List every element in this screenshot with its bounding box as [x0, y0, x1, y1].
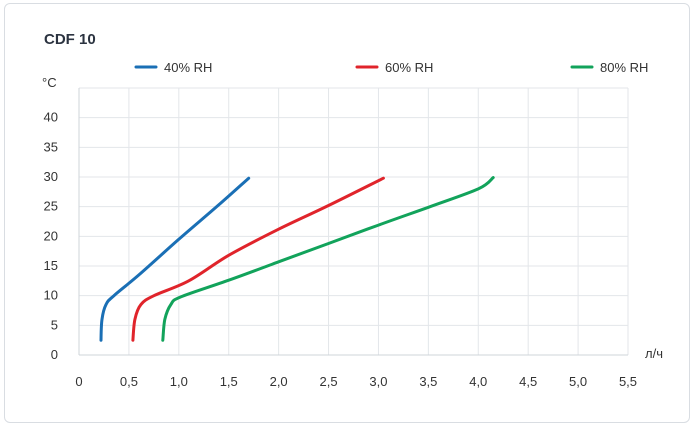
x-tick-label: 3,5	[419, 374, 437, 389]
legend-label: 60% RH	[385, 60, 433, 75]
y-tick-label: 5	[51, 317, 58, 332]
y-tick-label: 25	[44, 199, 58, 214]
chart-title: CDF 10	[44, 31, 96, 48]
x-tick-label: 4,5	[519, 374, 537, 389]
x-tick-label: 5,0	[569, 374, 587, 389]
series-line	[161, 176, 495, 342]
legend-item: 80% RH	[570, 60, 648, 75]
y-tick-label: 10	[44, 288, 58, 303]
x-tick-label: 1,0	[170, 374, 188, 389]
x-tick-label: 2,0	[270, 374, 288, 389]
x-axis-unit: л/ч	[645, 346, 663, 361]
x-tick-label: 5,5	[619, 374, 637, 389]
y-tick-label: 0	[51, 347, 58, 362]
x-tick-label: 4,0	[469, 374, 487, 389]
series-line	[99, 176, 251, 342]
y-tick-label: 30	[44, 169, 58, 184]
legend-item: 40% RH	[134, 60, 212, 75]
x-tick-label: 0	[75, 374, 82, 389]
y-tick-label: 35	[44, 139, 58, 154]
axes: 0 0,5 1,0 1,5 2,0 2,5 3,0 3,5 4,0 4,5 5,0 5,5 0 5 10 15…	[44, 88, 637, 389]
x-tick-label: 1,5	[220, 374, 238, 389]
grid	[79, 87, 629, 355]
series-line	[131, 176, 385, 342]
y-tick-label: 15	[44, 258, 58, 273]
legend-item: 60% RH	[355, 60, 433, 75]
series-lines	[99, 176, 495, 342]
legend-label: 40% RH	[164, 60, 212, 75]
y-tick-label: 20	[44, 228, 58, 243]
y-tick-label: 40	[44, 110, 58, 125]
legend-label: 80% RH	[600, 60, 648, 75]
legend: 40% RH 60% RH 80% RH	[134, 60, 648, 75]
x-tick-label: 3,0	[369, 374, 387, 389]
y-axis-unit: °C	[42, 75, 57, 90]
x-tick-label: 2,5	[320, 374, 338, 389]
chart-card	[4, 3, 690, 423]
x-tick-label: 0,5	[120, 374, 138, 389]
